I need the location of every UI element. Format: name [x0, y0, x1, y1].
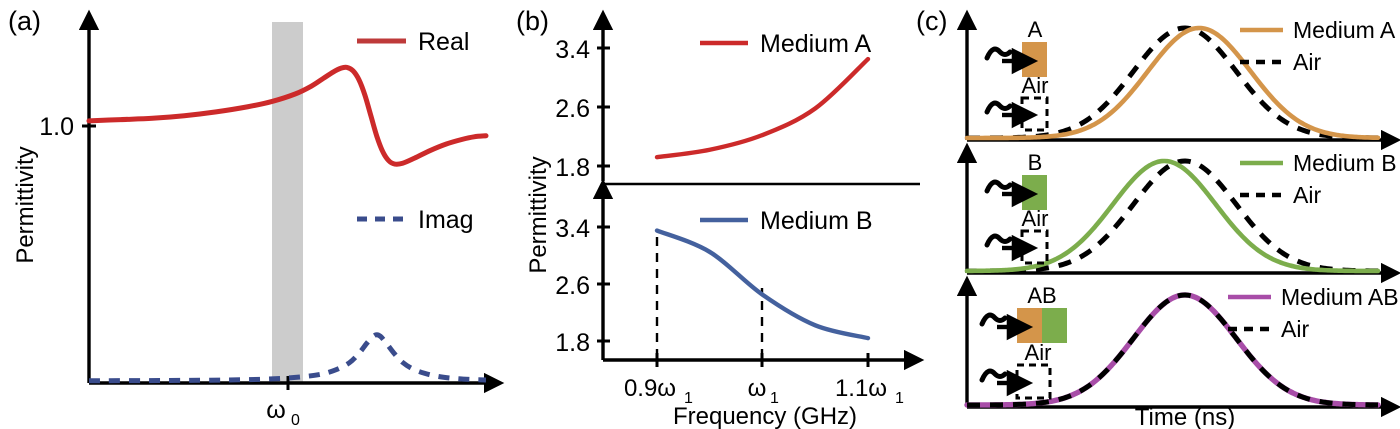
series-imag-curve [88, 332, 487, 384]
inset-block-medium-a [1022, 42, 1047, 77]
panel-a-xtick-label: ω [266, 396, 286, 424]
panel-b-ylabel: Permittivity [525, 156, 552, 273]
panel-b-xtick-sub-1: 1 [770, 390, 779, 407]
legend-label-medium-b: Medium B [760, 207, 873, 235]
panel-a-ylabel: Permittivity [12, 146, 39, 263]
panel-b-a-ytick-label-2: 1.8 [555, 154, 590, 182]
panel-c-label: (c) [916, 6, 947, 36]
series-air-curve-b [966, 158, 1379, 274]
panel-b-xtick-label-0: 0.9ω [624, 375, 676, 402]
legend-label-medium-b-pulse: Medium B [1293, 150, 1397, 176]
panel-b: (b) 3.4 2.6 1.8 Medium A [516, 6, 925, 429]
panel-b-b-ytick-label-1: 2.6 [555, 272, 590, 300]
inset-medium-tag-ab: AB [1027, 283, 1056, 308]
panel-c-b-legend: Medium B Air [1240, 150, 1397, 208]
panel-b-subplot-a: 3.4 2.6 1.8 Medium A [555, 9, 871, 182]
panel-b-xtick-label-2: 1.1ω [835, 375, 887, 402]
series-medium-a-pulse [964, 25, 1381, 141]
panel-b-label: (b) [516, 6, 549, 36]
legend-label-air-b: Air [1293, 182, 1321, 208]
inset-block-medium-b-of-ab [1042, 308, 1067, 343]
inset-wave-icon-ab-top [979, 312, 1008, 327]
panel-a-ytick-label: 1.0 [39, 113, 74, 141]
inset-wave-icon-ab-bottom [979, 368, 1008, 383]
panel-a-label: (a) [8, 6, 41, 36]
panel-b-b-ytick-label-2: 1.8 [555, 329, 590, 357]
panel-b-b-ytick-label-0: 3.4 [555, 215, 590, 243]
panel-b-a-ytick-label-1: 2.6 [555, 95, 590, 123]
panel-b-a-ytick-label-0: 3.4 [555, 36, 590, 64]
panel-b-xtick-sub-0: 1 [684, 390, 693, 407]
series-air-curve-ab [966, 292, 1379, 408]
inset-medium-tag-b: B [1028, 150, 1043, 175]
series-medium-b-pulse [964, 158, 1381, 274]
panel-b-xlabel: Frequency (GHz) [673, 403, 857, 429]
inset-block-air-ab [1015, 363, 1052, 400]
inset-wave-icon-b-top [984, 179, 1013, 194]
panel-b-subplot-b: 3.4 2.6 1.8 Medium B 0.9ω 1 ω 1 [555, 178, 925, 407]
series-medium-a-curve [654, 56, 871, 160]
legend-label-medium-ab-pulse: Medium AB [1281, 284, 1399, 310]
panel-c-subplot-a: A Air Medium A Air [956, 9, 1400, 151]
panel-c-ab-legend: Medium AB Air [1228, 284, 1399, 342]
series-real-curve [86, 64, 489, 167]
legend-label-imag: Imag [418, 206, 474, 234]
series-medium-b-curve [654, 228, 871, 341]
legend-label-real: Real [418, 28, 469, 56]
inset-block-air-b [1020, 229, 1049, 265]
inset-wave-icon-a-bottom [984, 100, 1013, 115]
legend-label-air-ab: Air [1281, 316, 1309, 342]
panel-a: (a) 1.0 ω 0 Frequency (GHz) Permittivity [8, 6, 505, 429]
legend-label-medium-a-pulse: Medium A [1293, 17, 1396, 43]
legend-label-air-a: Air [1293, 49, 1321, 75]
panel-b-xtick-label-1: ω [748, 375, 767, 402]
panel-c-subplot-ab: AB Air Medium AB Air [956, 275, 1400, 418]
panel-b-xtick-sub-2: 1 [895, 390, 904, 407]
inset-air-tag-a: Air [1022, 73, 1049, 98]
inset-diagram-a: A Air [984, 17, 1049, 132]
inset-block-air-a [1020, 96, 1049, 132]
inset-diagram-ab: AB Air [979, 283, 1067, 400]
inset-block-medium-a-of-ab [1017, 308, 1042, 343]
panel-c-a-legend: Medium A Air [1240, 17, 1396, 75]
inset-block-medium-b [1022, 175, 1047, 210]
panel-a-xtick-subscript: 0 [291, 412, 300, 429]
inset-wave-icon-a-top [984, 46, 1013, 61]
series-air-curve-a [966, 25, 1379, 141]
panel-c: (c) A Air [916, 6, 1400, 429]
inset-wave-icon-b-bottom [984, 233, 1013, 248]
inset-diagram-b: B Air [984, 150, 1049, 265]
panel-c-xlabel: Time (ns) [1135, 404, 1235, 429]
inset-medium-tag-a: A [1028, 17, 1043, 42]
panel-a-legend: Real Imag [357, 28, 474, 234]
inset-air-tag-b: Air [1022, 206, 1049, 231]
inset-air-tag-ab: Air [1025, 340, 1052, 365]
resonance-band [272, 22, 303, 383]
legend-label-medium-a: Medium A [760, 30, 871, 58]
panel-c-subplot-b: B Air Medium B Air [956, 142, 1400, 284]
